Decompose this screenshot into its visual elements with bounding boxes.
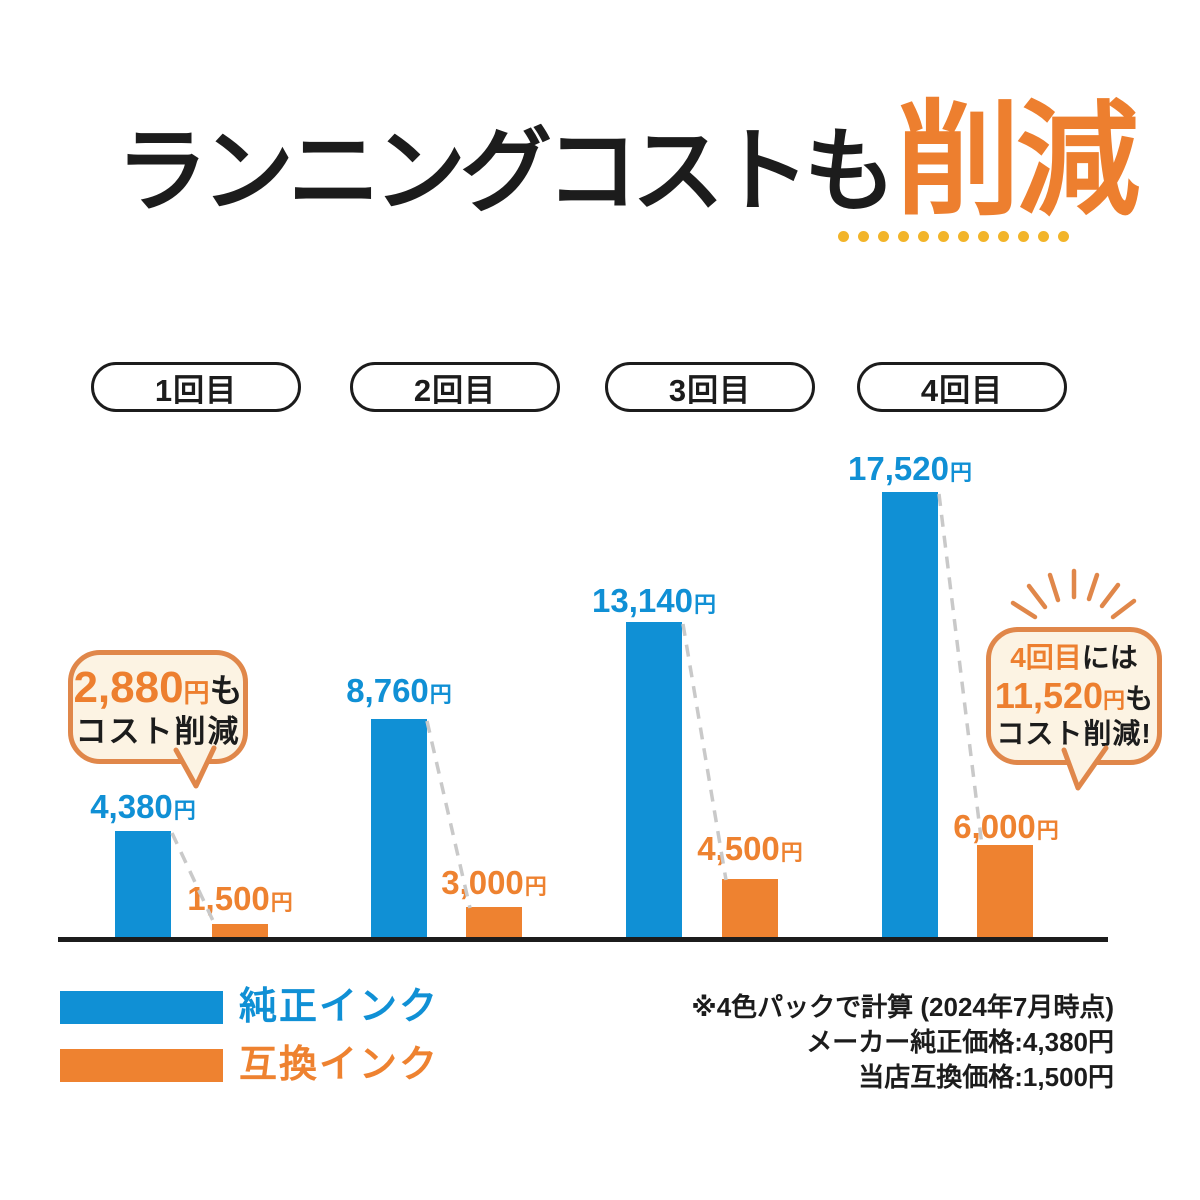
round-pill-4-label: 4回目: [920, 372, 1004, 408]
bar-compatible-3: [722, 879, 778, 937]
title-accent-text: 削減: [896, 92, 1140, 230]
round-pill-2: 2回目: [350, 362, 560, 412]
underline-dot: [978, 231, 989, 242]
unit: 円: [173, 798, 196, 823]
amount: 4,380: [90, 788, 173, 825]
connector-line-4: [937, 493, 984, 847]
amount: 6,000: [953, 808, 1036, 845]
underline-dot: [1058, 231, 1069, 242]
round-pill-4: 4回目: [857, 362, 1067, 412]
underline-dot: [918, 231, 929, 242]
lead-rest: には: [1081, 642, 1138, 673]
underline-dot: [958, 231, 969, 242]
sunburst-rays-icon: [1010, 568, 1137, 620]
unit: 円: [1036, 818, 1059, 843]
footnote-line-2: メーカー純正価格:4,380円: [806, 1027, 1114, 1057]
unit: 円: [949, 460, 972, 485]
underline-dot: [838, 231, 849, 242]
value-label-genuine-4: 17,520円: [848, 452, 972, 485]
underline-dot: [878, 231, 889, 242]
underline-dot: [1038, 231, 1049, 242]
savings-bubble-first-line2: コスト削減: [75, 714, 241, 750]
unit: 円: [693, 592, 716, 617]
round-pill-1: 1回目: [91, 362, 301, 412]
savings-bubble-first-line1: 2,880円も: [73, 663, 243, 712]
legend-item-compatible: 互換インク: [60, 1046, 439, 1084]
bar-compatible-1: [212, 924, 268, 937]
title-underline-dots: [838, 231, 1069, 242]
amount: 8,760: [346, 672, 429, 709]
unit: 円: [429, 682, 452, 707]
value-label-genuine-1: 4,380円: [90, 790, 196, 823]
legend-label-genuine: 純正インク: [239, 986, 440, 1028]
underline-dot: [858, 231, 869, 242]
bar-genuine-1: [115, 831, 171, 937]
amount: 1,500: [187, 880, 270, 917]
value-label-compatible-1: 1,500円: [187, 882, 293, 915]
title-main-text: ランニングコストも: [116, 121, 896, 224]
unit: 円: [780, 840, 803, 865]
x-axis-line: [58, 937, 1108, 942]
amount: 17,520: [848, 450, 949, 487]
legend-item-genuine: 純正インク: [60, 988, 439, 1026]
savings-amount: 2,880: [73, 663, 184, 712]
unit: 円: [524, 874, 547, 899]
legend-swatch-genuine: [60, 990, 223, 1024]
value-label-genuine-2: 8,760円: [346, 674, 452, 707]
value-label-compatible-4: 6,000円: [953, 810, 1059, 843]
amount: 3,000: [441, 864, 524, 901]
savings-bubble-first: 2,880円も コスト削減: [68, 650, 248, 764]
round-pill-1-label: 1回目: [154, 372, 238, 408]
savings-bubble-fourth-line2: 11,520円も: [991, 675, 1157, 716]
footnote: ※4色パックで計算 (2024年7月時点) メーカー純正価格:4,380円 当店…: [691, 990, 1114, 1095]
round-pill-3-label: 3回目: [668, 372, 752, 408]
footnote-line-3: 当店互換価格:1,500円: [858, 1062, 1114, 1092]
amount: 13,140: [592, 582, 693, 619]
round-pill-2-label: 2回目: [413, 372, 497, 408]
value-label-genuine-3: 13,140円: [592, 584, 716, 617]
savings-bubble-fourth-line3: コスト削減!: [996, 718, 1152, 750]
footnote-line-1: ※4色パックで計算 (2024年7月時点): [691, 992, 1114, 1022]
legend-label-compatible: 互換インク: [239, 1044, 440, 1086]
savings-bubble-fourth-line1: 4回目には: [991, 640, 1157, 675]
underline-dot: [1018, 231, 1029, 242]
savings-suffix: も: [1125, 683, 1154, 714]
savings-unit: 円: [183, 678, 210, 708]
underline-dot: [898, 231, 909, 242]
bar-compatible-4: [977, 845, 1033, 937]
savings-unit: 円: [1103, 688, 1126, 713]
savings-amount: 11,520: [994, 675, 1104, 716]
bar-genuine-2: [371, 719, 427, 937]
round-reference: 4回目: [1010, 642, 1082, 673]
bar-genuine-4: [882, 492, 938, 937]
unit: 円: [270, 890, 293, 915]
savings-suffix: も: [209, 672, 243, 709]
savings-bubble-fourth: 4回目には 11,520円も コスト削減!: [986, 627, 1162, 765]
round-pill-3: 3回目: [605, 362, 815, 412]
legend-swatch-compatible: [60, 1048, 223, 1082]
page-title: ランニングコストも 削減: [116, 92, 1140, 230]
value-label-compatible-3: 4,500円: [697, 832, 803, 865]
underline-dot: [938, 231, 949, 242]
amount: 4,500: [697, 830, 780, 867]
bar-genuine-3: [626, 622, 682, 937]
value-label-compatible-2: 3,000円: [441, 866, 547, 899]
underline-dot: [998, 231, 1009, 242]
bar-compatible-2: [466, 907, 522, 937]
